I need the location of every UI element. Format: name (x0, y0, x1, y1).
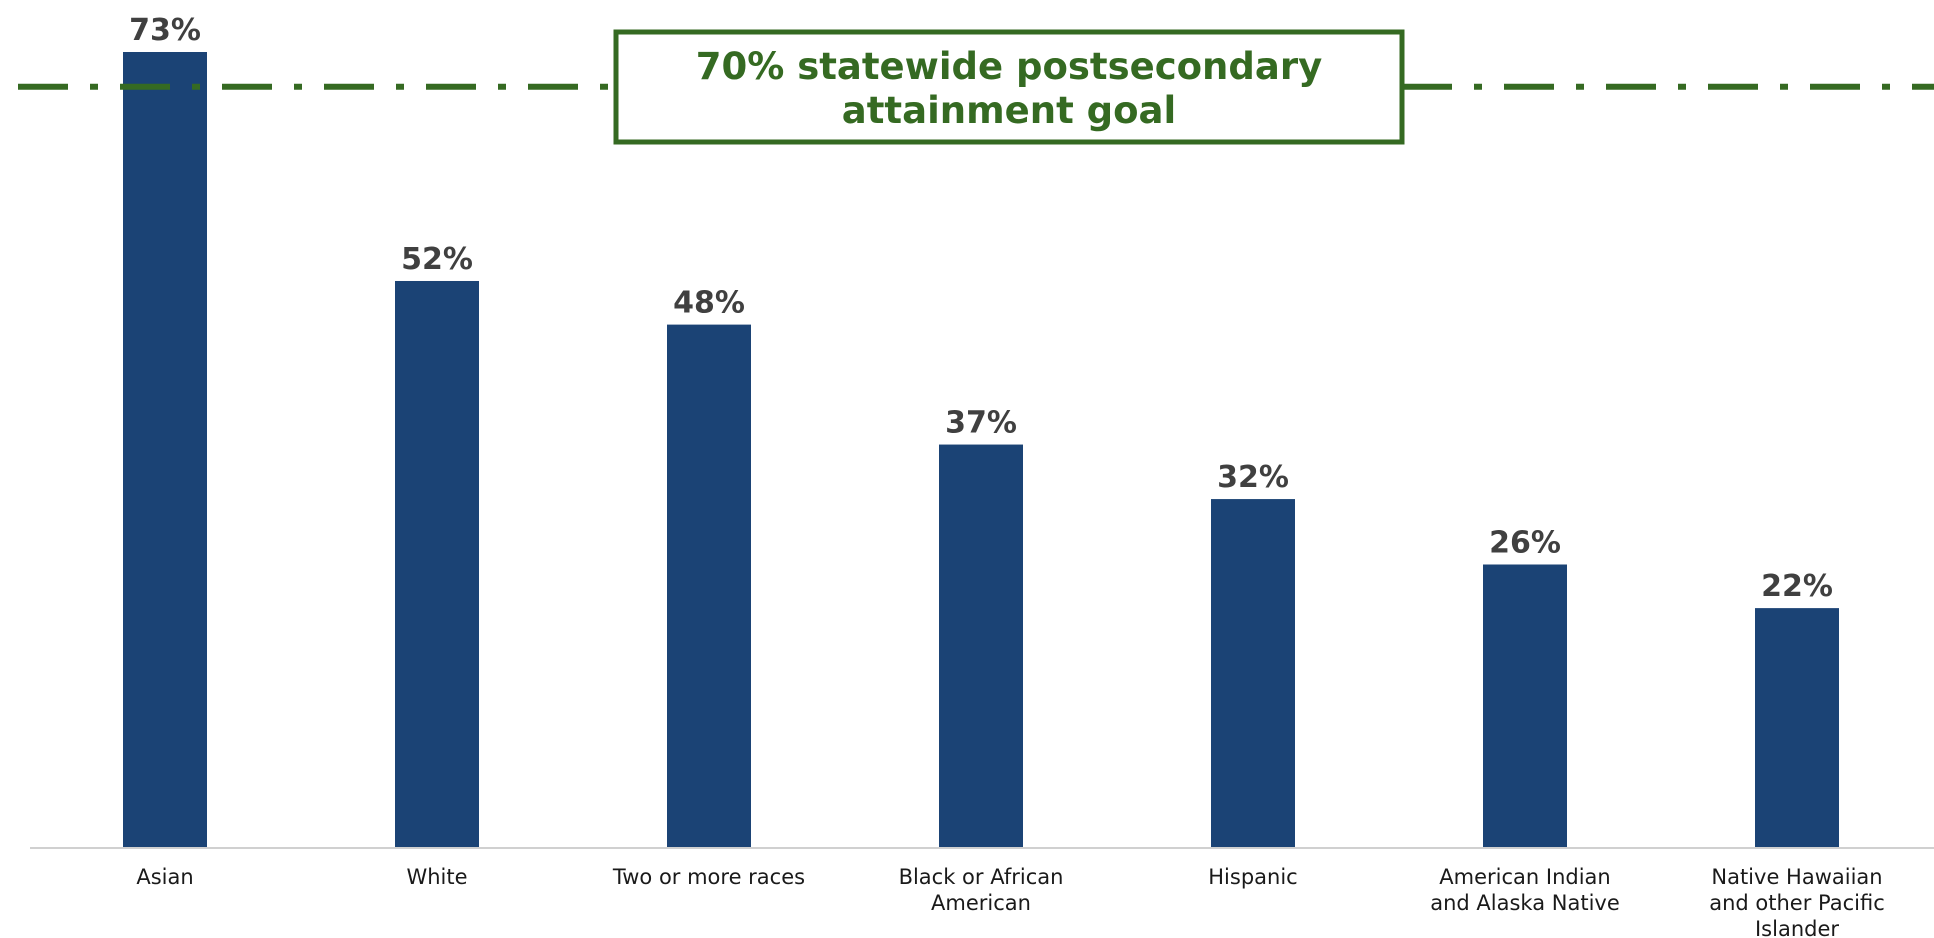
bar (395, 280, 479, 848)
x-tick-label-line: White (406, 865, 467, 889)
bar (667, 324, 751, 848)
x-tick-label: American Indian and Alaska Native (1430, 865, 1620, 915)
bar (123, 52, 207, 848)
goal-annotation-text: 70% statewide postsecondary attainment go… (696, 45, 1322, 132)
x-tick-label: Native Hawaiian and other Pacific Islander (1709, 865, 1885, 938)
x-tick-label-line: Hispanic (1208, 865, 1297, 889)
data-label: 37% (945, 406, 1017, 441)
x-tick-label-line: Islander (1755, 917, 1839, 938)
labels-layer: 73% Asian 52% White 48% Two or more races 37% B… (129, 13, 1885, 938)
goal-annotation-line: 70% statewide postsecondary (696, 45, 1322, 88)
x-tick-label: Hispanic (1208, 865, 1297, 889)
x-tick-label: Black or African American (899, 865, 1064, 915)
x-tick-label-line: Black or African (899, 865, 1064, 889)
goal-reference: 70% statewide postsecondary attainment go… (18, 29, 1934, 145)
bar (1755, 608, 1839, 848)
x-tick-label-line: and Alaska Native (1430, 891, 1620, 915)
data-label: 32% (1217, 460, 1289, 495)
data-label: 52% (401, 242, 473, 277)
bars-layer (123, 52, 1839, 848)
bar (939, 444, 1023, 848)
data-label: 48% (673, 286, 745, 321)
x-tick-label-line: American (931, 891, 1031, 915)
x-tick-label: White (406, 865, 467, 889)
data-label: 26% (1489, 525, 1561, 560)
goal-annotation-line: attainment goal (842, 89, 1176, 132)
x-tick-label-line: American Indian (1439, 865, 1610, 889)
x-tick-label-line: Two or more races (612, 865, 805, 889)
goal-annotation-box (613, 29, 1405, 145)
bar (1211, 499, 1295, 848)
x-tick-label: Asian (136, 865, 193, 889)
x-tick-label-line: and other Pacific (1709, 891, 1885, 915)
data-label: 22% (1761, 569, 1833, 604)
data-label: 73% (129, 13, 201, 48)
x-tick-label-line: Asian (136, 865, 193, 889)
bar (1483, 564, 1567, 848)
x-tick-label-line: Native Hawaiian (1711, 865, 1882, 889)
x-tick-label: Two or more races (612, 865, 805, 889)
